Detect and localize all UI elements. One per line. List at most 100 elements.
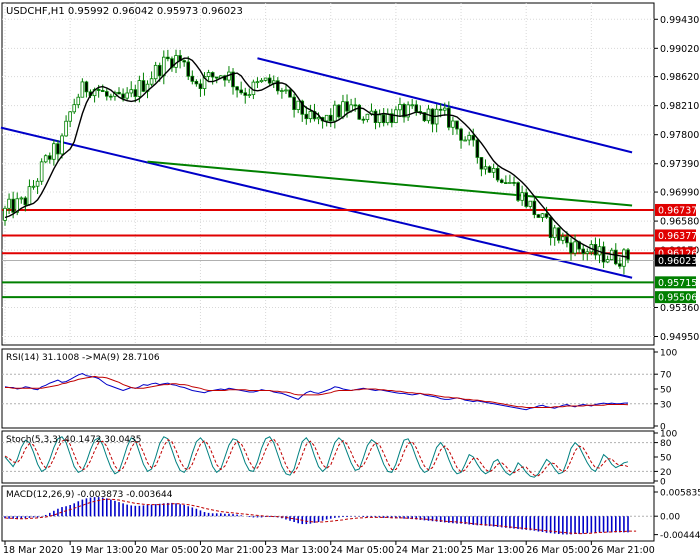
candle-body <box>202 76 207 90</box>
candle-body <box>487 166 492 173</box>
candle-body <box>133 89 138 97</box>
price-level-label: 0.96737 <box>658 205 697 216</box>
candle-body <box>516 182 520 201</box>
last-price-label: 0.96023 <box>658 256 697 267</box>
candle-body <box>451 120 455 128</box>
candle-body <box>182 60 186 63</box>
candle-body <box>491 168 496 173</box>
price-tick-label: 0.98210 <box>660 101 699 112</box>
candle-body <box>223 75 227 81</box>
candle-body <box>104 91 109 97</box>
candle-body <box>536 214 541 218</box>
time-axis: 18 Mar 2020 19 Mar 13:00 20 Mar 05:00 20 Ma… <box>3 541 655 556</box>
rsi-tick-label: 50 <box>660 386 672 396</box>
candle-body <box>373 110 378 124</box>
time-tick-label: 18 Mar 2020 <box>3 545 63 556</box>
candle-body <box>31 185 36 188</box>
candle-body <box>76 96 81 106</box>
candle-body <box>47 155 52 160</box>
rsi-axis: 100 70 50 30 0 <box>654 349 677 433</box>
candle-body <box>390 113 394 124</box>
candle-body <box>235 86 239 91</box>
macd-title: MACD(12,26,9) -0.003873 -0.003644 <box>6 490 173 500</box>
candle-body <box>475 139 480 158</box>
price-level-label: 0.95715 <box>658 278 697 289</box>
price-tick-label: 0.99430 <box>660 15 699 26</box>
candle-body <box>64 120 68 137</box>
price-level-label: 0.96377 <box>658 231 697 242</box>
candle-body <box>561 236 565 241</box>
candle-body <box>210 72 215 78</box>
candle-body <box>512 182 516 184</box>
candle-body <box>267 77 272 84</box>
stochastic-tick-label: 100 <box>660 430 677 440</box>
stochastic-tick-label: 50 <box>660 454 672 464</box>
candle-body <box>455 120 459 130</box>
rsi-tick-label: 100 <box>660 349 677 359</box>
candle-body <box>43 155 48 163</box>
candle-body <box>499 179 504 183</box>
candle-body <box>308 111 313 120</box>
rsi-tick-label: 0 <box>660 423 666 433</box>
candle-body <box>585 251 590 254</box>
candle-body <box>121 93 125 99</box>
macd-tick-label: 0.00 <box>660 513 680 523</box>
candle-body <box>271 80 276 84</box>
stochastic-title: Stoch(5,3,3) 40.1472 30.0435 <box>6 435 141 445</box>
macd-panel: 0.005835 0.00 -0.004444 MACD(12,26,9) -0.0… <box>1 485 700 542</box>
stochastic-k-line <box>4 436 629 478</box>
candle-body <box>300 100 305 115</box>
trendline <box>147 160 633 207</box>
candle-body <box>565 236 569 244</box>
price-tick-label: 0.98620 <box>660 72 699 83</box>
candle-body <box>52 143 56 160</box>
candle-body <box>129 89 134 94</box>
time-tick-label: 24 Mar 21:00 <box>396 545 459 556</box>
level-labels: 0.96737 0.96377 0.96126 0.95715 0.95506 0.960… <box>655 203 697 304</box>
price-level-tag <box>655 203 696 216</box>
candle-body <box>7 198 11 209</box>
candle-body <box>345 101 349 112</box>
candle-body <box>263 77 268 81</box>
candle-body <box>532 200 537 216</box>
candle-body <box>556 227 561 241</box>
stochastic-tick-label: 20 <box>660 468 672 478</box>
candle-body <box>459 128 463 141</box>
candle-body <box>284 89 288 92</box>
candle-body <box>194 80 199 85</box>
candle-body <box>214 76 219 79</box>
price-tick-label: 0.97800 <box>660 130 699 141</box>
time-tick-label: 19 Mar 13:00 <box>70 545 133 556</box>
macd-signal-line <box>4 498 637 535</box>
candle-body <box>540 213 545 218</box>
macd-histogram <box>2 497 654 535</box>
candle-body <box>100 90 105 92</box>
candle-body <box>27 186 32 206</box>
candle-body <box>544 213 549 218</box>
candle-body <box>19 197 24 200</box>
candle-body <box>406 104 410 118</box>
candle-body <box>72 104 77 113</box>
price-grid <box>2 3 654 345</box>
candle-body <box>125 92 129 99</box>
candle-body <box>402 104 406 118</box>
candle-body <box>206 72 211 77</box>
candle-body <box>333 104 337 122</box>
candle-body <box>56 143 60 155</box>
price-tick-label: 0.95360 <box>660 303 699 314</box>
time-tick-label: 26 Mar 21:00 <box>591 545 654 556</box>
candle-body <box>438 108 443 111</box>
candle-body <box>508 182 512 184</box>
candle-body <box>23 197 28 206</box>
price-level-tag <box>655 229 696 242</box>
price-panel-frame <box>1 2 655 346</box>
stochastic-tick-label: 80 <box>660 439 672 449</box>
time-tick-label: 24 Mar 05:00 <box>331 545 394 556</box>
candle-body <box>35 180 40 187</box>
candle-body <box>463 139 467 142</box>
candle-body <box>153 64 158 80</box>
candle-body <box>414 104 419 112</box>
